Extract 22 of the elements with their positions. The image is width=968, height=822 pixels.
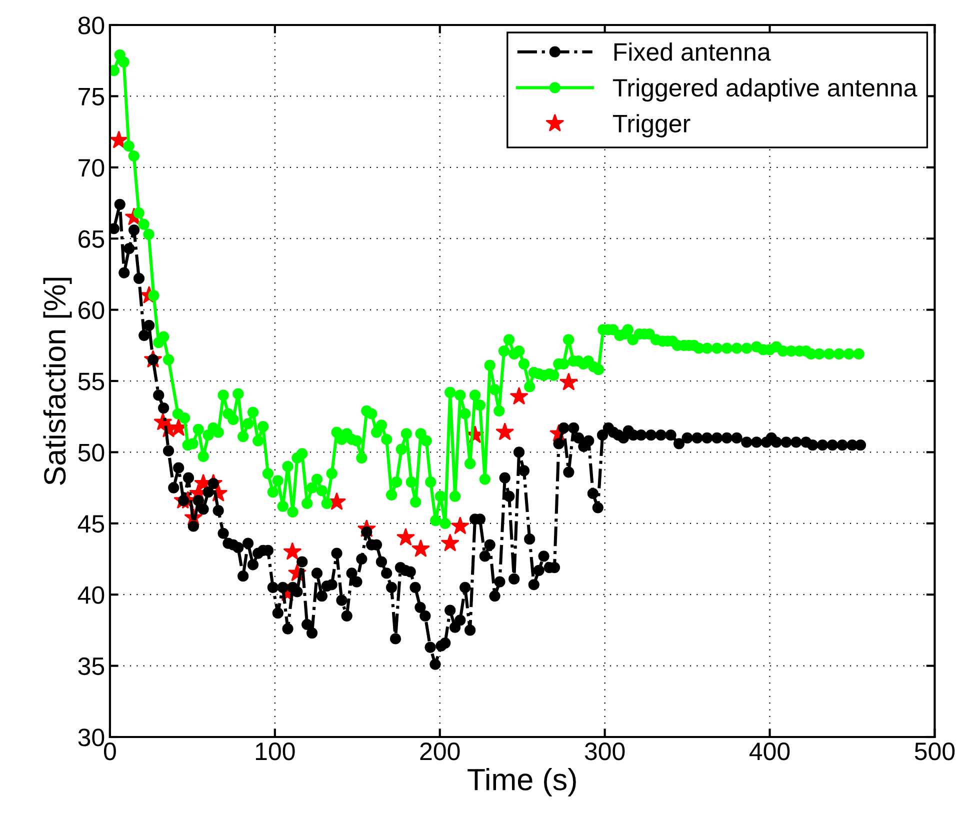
- legend-label: Trigger: [612, 114, 690, 138]
- legend-label: Fixed antenna: [614, 42, 771, 61]
- x-tick-label: 0: [104, 742, 116, 760]
- x-tick-label: 400: [749, 742, 790, 760]
- y-tick-label: 35: [78, 657, 104, 676]
- y-tick-label: 40: [78, 586, 104, 604]
- y-tick-label: 55: [78, 372, 104, 390]
- y-tick-label: 45: [78, 515, 104, 533]
- x-tick-label: 500: [914, 742, 955, 760]
- y-tick-label: 70: [78, 158, 104, 177]
- y-tick-label: 30: [78, 728, 104, 746]
- y-tick-label: 80: [78, 16, 104, 34]
- y-tick-label: 65: [78, 230, 104, 248]
- y-tick-label: 50: [78, 444, 104, 462]
- legend-label: Triggered adaptive antenna: [612, 78, 918, 102]
- x-tick-label: 200: [420, 742, 460, 760]
- x-tick-label: 100: [256, 742, 295, 760]
- y-tick-label: 75: [78, 88, 104, 106]
- x-axis-title: Time (s): [468, 768, 576, 796]
- y-tick-label: 60: [78, 301, 104, 320]
- x-tick-label: 300: [584, 742, 625, 760]
- y-axis-title: Satisfaction [%]: [43, 278, 72, 485]
